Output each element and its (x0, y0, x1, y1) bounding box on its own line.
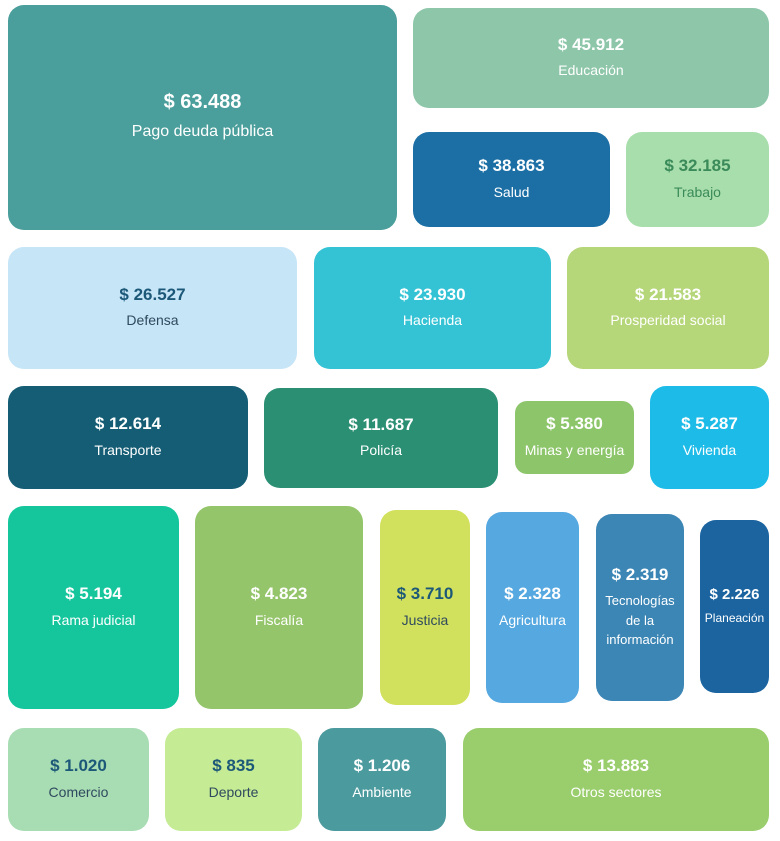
tile-comercio: $ 1.020 Comercio (8, 728, 149, 831)
tile-pago-deuda-publica: $ 63.488 Pago deuda pública (8, 5, 397, 230)
tile-value: $ 1.020 (50, 756, 107, 776)
tile-rama-judicial: $ 5.194 Rama judicial (8, 506, 179, 709)
tile-label: Minas y energía (524, 441, 625, 458)
tile-label: Planeación (704, 611, 765, 626)
tile-transporte: $ 12.614 Transporte (8, 386, 248, 489)
tile-label: Educación (558, 62, 624, 79)
tile-label: Salud (493, 183, 530, 200)
tile-label: Comercio (48, 783, 109, 800)
tile-minas-y-energia: $ 5.380 Minas y energía (515, 401, 634, 474)
tile-planeacion: $ 2.226 Planeación (700, 520, 769, 693)
tile-agricultura: $ 2.328 Agricultura (486, 512, 579, 703)
tile-label: Rama judicial (51, 611, 136, 628)
tile-vivienda: $ 5.287 Vivienda (650, 386, 769, 489)
tile-value: $ 3.710 (396, 584, 454, 604)
tile-label: Hacienda (402, 312, 463, 329)
tile-otros-sectores: $ 13.883 Otros sectores (463, 728, 769, 831)
tile-label: Ambiente (352, 783, 412, 800)
tile-tecnologias-de-la-informacion: $ 2.319 Tecnologías de la información (596, 514, 684, 701)
tile-value: $ 63.488 (163, 91, 242, 113)
tile-value: $ 5.287 (681, 414, 738, 434)
tile-policia: $ 11.687 Policía (264, 388, 498, 488)
tile-label: Deporte (208, 783, 259, 800)
tile-deporte: $ 835 Deporte (165, 728, 302, 831)
tile-value: $ 2.319 (611, 565, 669, 585)
tile-value: $ 2.226 (709, 585, 760, 603)
tile-trabajo: $ 32.185 Trabajo (626, 132, 769, 227)
tile-value: $ 11.687 (348, 414, 414, 434)
tile-fiscalia: $ 4.823 Fiscalía (195, 506, 363, 709)
tile-educacion: $ 45.912 Educación (413, 8, 769, 108)
tile-value: $ 835 (212, 756, 255, 776)
tile-label: Trabajo (674, 183, 721, 200)
tile-label: Tecnologías de la información (605, 593, 675, 648)
tile-value: $ 32.185 (664, 156, 731, 176)
tile-ambiente: $ 1.206 Ambiente (318, 728, 446, 831)
tile-label: Policía (359, 442, 403, 459)
tile-label: Prosperidad social (610, 312, 726, 329)
tile-label: Vivienda (682, 441, 737, 458)
tile-value: $ 12.614 (94, 414, 162, 434)
tile-label: Otros sectores (570, 783, 662, 800)
tile-prosperidad-social: $ 21.583 Prosperidad social (567, 247, 769, 369)
tile-value: $ 23.930 (399, 284, 466, 304)
tile-label: Defensa (126, 312, 179, 329)
tile-hacienda: $ 23.930 Hacienda (314, 247, 551, 369)
tile-value: $ 38.863 (478, 156, 545, 176)
tile-label: Transporte (94, 441, 162, 458)
tile-value: $ 26.527 (119, 284, 186, 304)
tile-label: Justicia (401, 611, 449, 628)
tile-value: $ 1.206 (353, 756, 411, 776)
tile-value: $ 45.912 (557, 34, 625, 54)
tile-value: $ 21.583 (634, 284, 702, 304)
tile-value: $ 5.380 (546, 414, 603, 434)
tile-value: $ 13.883 (582, 756, 650, 776)
tile-label: Pago deuda pública (131, 123, 274, 140)
tile-salud: $ 38.863 Salud (413, 132, 610, 227)
tile-label: Fiscalía (254, 611, 304, 628)
tile-label: Agricultura (499, 611, 566, 628)
tile-value: $ 5.194 (65, 584, 122, 604)
tile-justicia: $ 3.710 Justicia (380, 510, 470, 705)
tile-value: $ 4.823 (250, 584, 308, 604)
tile-defensa: $ 26.527 Defensa (8, 247, 297, 369)
tile-value: $ 2.328 (504, 584, 561, 604)
